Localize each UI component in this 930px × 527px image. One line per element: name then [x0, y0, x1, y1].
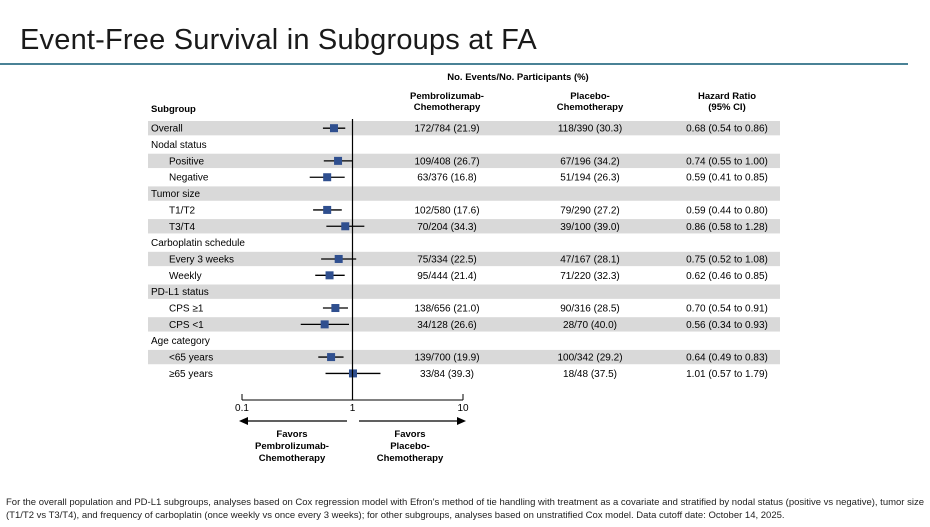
hazard-ratio-value: 0.64 (0.49 to 0.83)	[686, 353, 768, 364]
arm2-events: 79/290 (27.2)	[560, 205, 620, 216]
favors-right-label: Chemotherapy	[377, 453, 444, 464]
hazard-ratio-marker	[334, 254, 343, 263]
hazard-ratio-marker	[323, 205, 332, 214]
favors-left-label: Pembrolizumab-	[255, 441, 329, 452]
hazard-ratio-value: 0.59 (0.44 to 0.80)	[686, 205, 768, 216]
subgroup-label: CPS ≥1	[169, 304, 204, 315]
arm1-events: 172/784 (21.9)	[414, 124, 479, 135]
x-axis-tick-label: 0.1	[235, 403, 249, 414]
subgroup-label: PD-L1 status	[151, 287, 209, 298]
subgroup-label: Nodal status	[151, 140, 207, 151]
hazard-ratio-value: 0.62 (0.46 to 0.85)	[686, 271, 768, 282]
arm1-events: 138/656 (21.0)	[414, 304, 479, 315]
arm2-events: 39/100 (39.0)	[560, 222, 620, 233]
x-axis-tick-label: 10	[457, 403, 469, 414]
hazard-ratio-header: Hazard Ratio	[698, 91, 756, 102]
hazard-ratio-value: 0.68 (0.54 to 0.86)	[686, 124, 768, 135]
hazard-ratio-marker	[320, 320, 329, 329]
favors-left-label: Chemotherapy	[259, 453, 326, 464]
hazard-ratio-marker	[325, 271, 334, 280]
subgroup-label: T1/T2	[169, 205, 196, 216]
arm2-events: 90/316 (28.5)	[560, 304, 620, 315]
arm2-events: 51/194 (26.3)	[560, 173, 620, 184]
subgroup-label: <65 years	[169, 353, 213, 364]
row-shade-band	[148, 251, 780, 267]
arm1-events: 34/128 (26.6)	[417, 320, 477, 331]
arm2-events: 118/390 (30.3)	[558, 124, 622, 135]
hazard-ratio-marker	[323, 173, 332, 182]
subgroup-label: Positive	[169, 156, 204, 167]
arm2-events: 47/167 (28.1)	[560, 254, 620, 265]
page-title: Event-Free Survival in Subgroups at FA	[20, 24, 537, 56]
hazard-ratio-marker	[331, 304, 340, 313]
title-divider	[0, 63, 908, 65]
hazard-ratio-marker	[341, 222, 350, 231]
footnote: For the overall population and PD-L1 sub…	[6, 497, 925, 521]
subgroup-label: ≥65 years	[169, 369, 213, 380]
row-shade-band	[148, 284, 780, 299]
arm2-events: 67/196 (34.2)	[560, 156, 620, 167]
arm1-events: 139/700 (19.9)	[414, 353, 479, 364]
arm1-events: 75/334 (22.5)	[417, 254, 477, 265]
arm2-header: Chemotherapy	[557, 102, 624, 113]
row-shade-band	[148, 186, 780, 201]
arm2-events: 18/48 (37.5)	[563, 369, 617, 380]
x-axis-tick-label: 1	[350, 403, 356, 414]
arm2-events: 28/70 (40.0)	[563, 320, 617, 331]
hazard-ratio-value: 0.75 (0.52 to 1.08)	[686, 254, 768, 265]
hazard-ratio-value: 0.74 (0.55 to 1.00)	[686, 156, 768, 167]
hazard-ratio-marker	[334, 156, 343, 165]
arm2-events: 71/220 (32.3)	[560, 271, 620, 282]
hazard-ratio-value: 0.56 (0.34 to 0.93)	[686, 320, 768, 331]
events-group-header: No. Events/No. Participants (%)	[447, 72, 588, 83]
arm1-events: 95/444 (21.4)	[417, 271, 477, 282]
row-shade-band	[148, 317, 780, 332]
subgroup-header: Subgroup	[151, 104, 196, 115]
hazard-ratio-marker	[329, 124, 338, 133]
hazard-ratio-value: 1.01 (0.57 to 1.79)	[686, 369, 768, 380]
arm2-events: 100/342 (29.2)	[557, 353, 622, 364]
arm1-events: 70/204 (34.3)	[417, 222, 477, 233]
hazard-ratio-header: (95% CI)	[708, 102, 745, 113]
arm1-events: 102/580 (17.6)	[414, 205, 479, 216]
arm2-header: Placebo-	[570, 91, 610, 102]
row-shade-band	[148, 349, 780, 365]
favors-right-label: Favors	[394, 429, 425, 440]
hazard-ratio-value: 0.86 (0.58 to 1.28)	[686, 222, 768, 233]
hazard-ratio-value: 0.70 (0.54 to 0.91)	[686, 304, 768, 315]
subgroup-label: T3/T4	[169, 222, 196, 233]
favors-right-label: Placebo-	[390, 441, 430, 452]
subgroup-label: Negative	[169, 173, 209, 184]
row-shade-band	[148, 153, 780, 169]
hazard-ratio-value: 0.59 (0.41 to 0.85)	[686, 173, 768, 184]
arm1-events: 109/408 (26.7)	[414, 156, 479, 167]
subgroup-label: Carboplatin schedule	[151, 238, 245, 249]
favors-right-arrowhead	[457, 417, 466, 425]
subgroup-label: Overall	[151, 124, 183, 135]
arm1-events: 33/84 (39.3)	[420, 369, 474, 380]
subgroup-label: Every 3 weeks	[169, 254, 234, 265]
subgroup-label: CPS <1	[169, 320, 204, 331]
arm1-events: 63/376 (16.8)	[417, 173, 477, 184]
subgroup-label: Weekly	[169, 271, 202, 282]
arm1-header: Chemotherapy	[414, 102, 481, 113]
forest-plot: No. Events/No. Participants (%) Subgroup P…	[148, 72, 780, 464]
subgroup-label: Age category	[151, 336, 210, 347]
favors-left-arrowhead	[239, 417, 248, 425]
row-shade-band	[148, 121, 780, 136]
arm1-header: Pembrolizumab-	[410, 91, 484, 102]
hazard-ratio-marker	[327, 353, 336, 362]
subgroup-label: Tumor size	[151, 189, 201, 200]
favors-left-label: Favors	[276, 429, 307, 440]
row-shade-band	[148, 219, 780, 234]
